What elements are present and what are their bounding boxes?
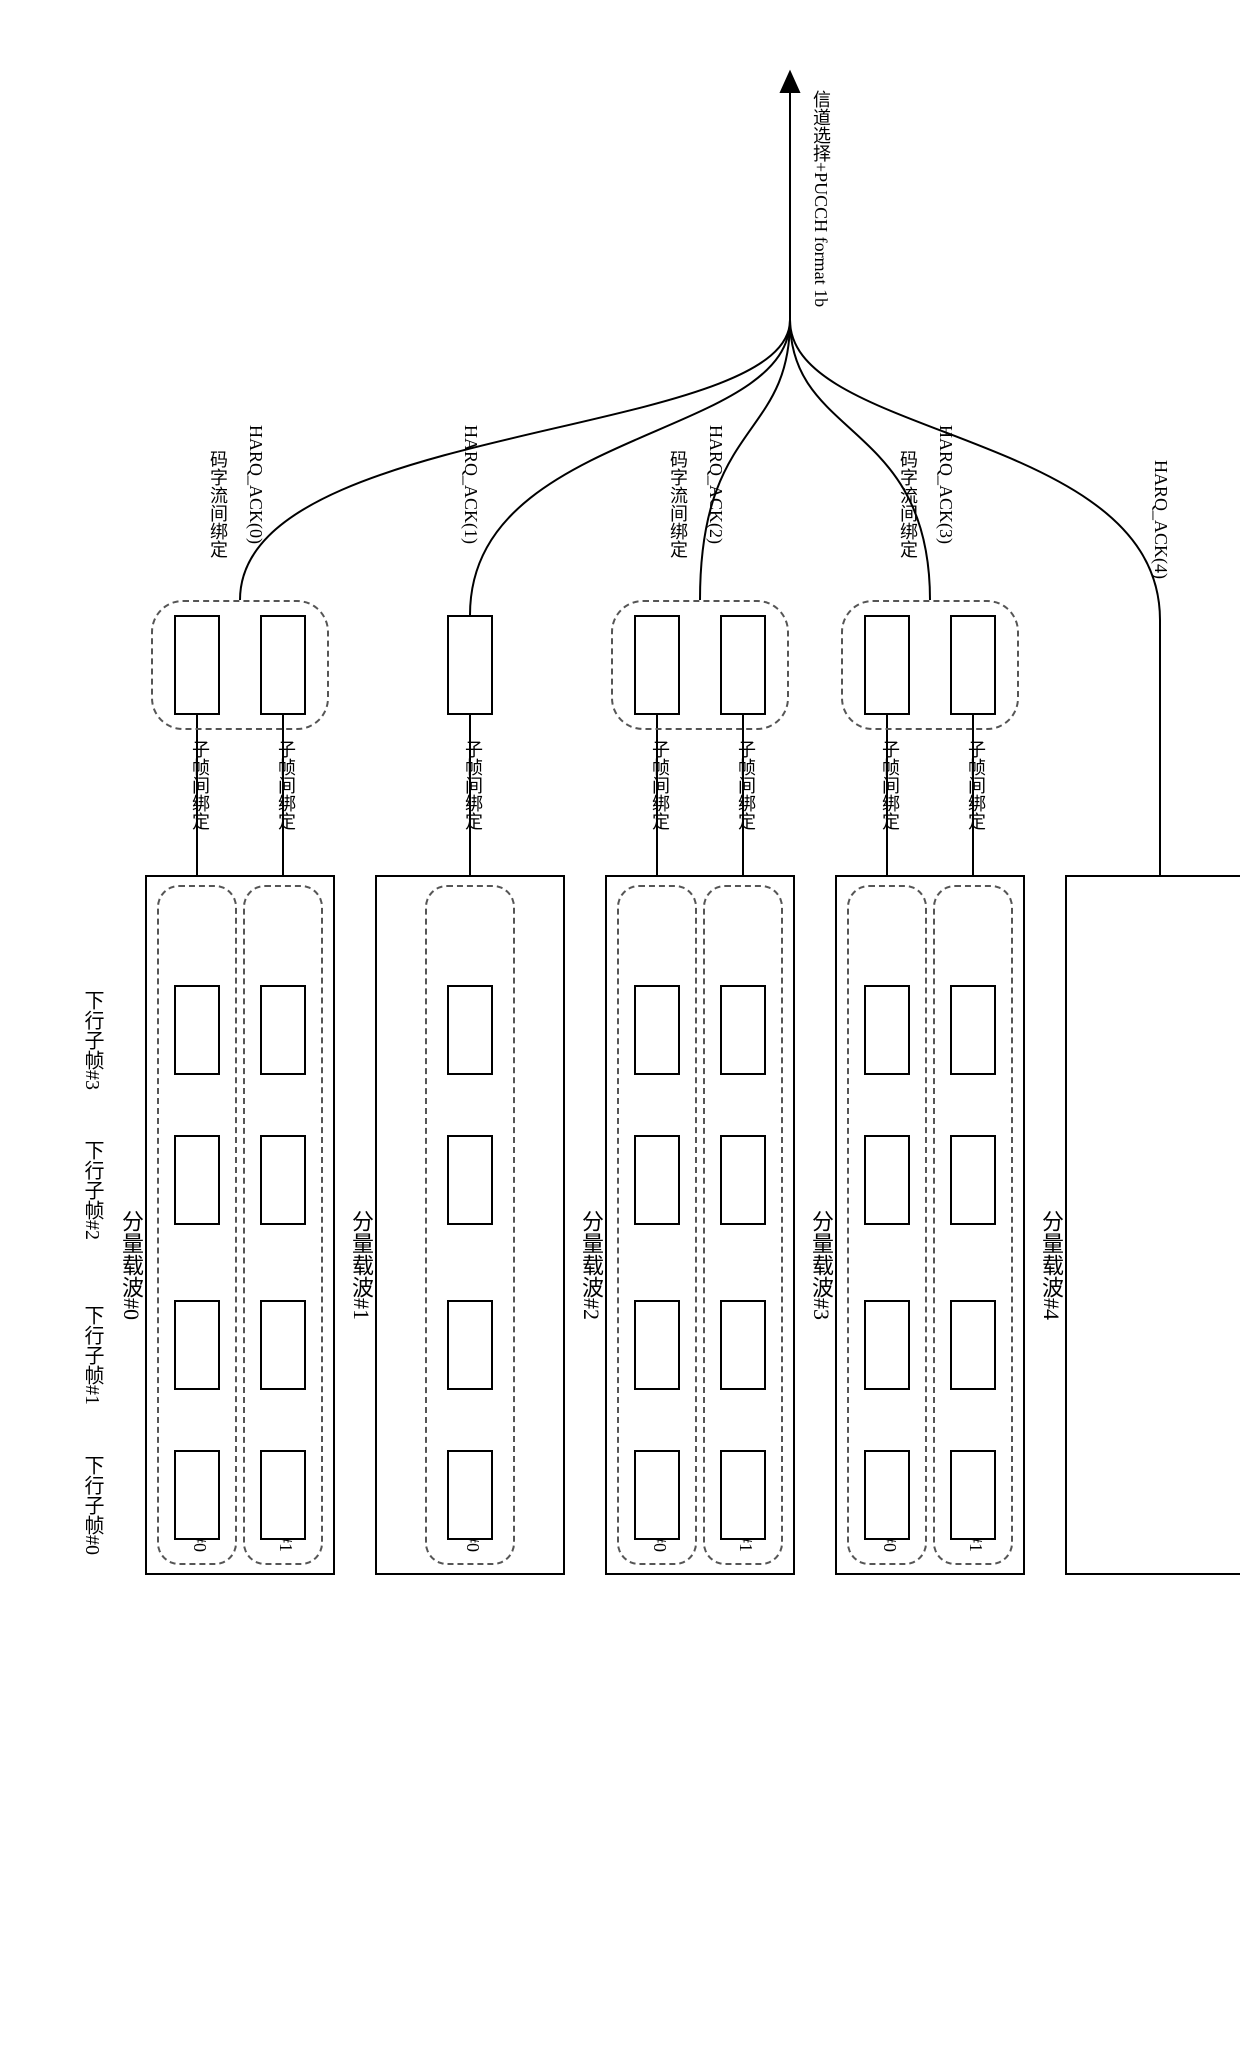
transport-block <box>950 1135 996 1225</box>
harq-ack-label: HARQ_ACK(1) <box>460 425 481 544</box>
transport-block <box>950 1300 996 1390</box>
transport-block <box>174 1450 220 1540</box>
transport-block <box>720 1135 766 1225</box>
transport-block <box>634 1450 680 1540</box>
transport-block <box>720 1300 766 1390</box>
harq-ack-label: HARQ_ACK(3) <box>935 425 956 544</box>
transport-block <box>950 985 996 1075</box>
transport-block <box>864 1135 910 1225</box>
transport-block <box>447 1300 493 1390</box>
transport-block <box>174 1135 220 1225</box>
carrier-label: 分量载波#3 <box>805 1210 837 1320</box>
codeword-bundle-label: 码字流间绑定 <box>895 450 921 558</box>
carrier-label: 分量载波#1 <box>345 1210 377 1320</box>
channel-selection-label: 信道选择+PUCCH format 1b <box>808 90 834 307</box>
transport-block <box>447 1135 493 1225</box>
transport-block <box>864 985 910 1075</box>
bundle-result <box>447 615 493 715</box>
subframe-bundle-label: 子帧间绑定 <box>460 740 486 830</box>
transport-block <box>634 1300 680 1390</box>
transport-block <box>950 1450 996 1540</box>
transport-block <box>447 1450 493 1540</box>
codeword-bundle-label: 码字流间绑定 <box>665 450 691 558</box>
subframe-bundle-label: 子帧间绑定 <box>877 740 903 830</box>
transport-block <box>174 985 220 1075</box>
subframe-bundle-label: 子帧间绑定 <box>733 740 759 830</box>
transport-block <box>720 985 766 1075</box>
carrier-label: 分量载波#0 <box>115 1210 147 1320</box>
transport-block <box>720 1450 766 1540</box>
transport-block <box>447 985 493 1075</box>
codeword-bundle <box>841 600 1019 730</box>
subframe-header: 下行子帧#3 <box>78 990 107 1090</box>
subframe-header: 下行子帧#1 <box>78 1305 107 1405</box>
carrier-label: 分量载波#2 <box>575 1210 607 1320</box>
transport-block <box>634 985 680 1075</box>
carrier-box <box>1065 875 1240 1575</box>
harq-ack-label: HARQ_ACK(4) <box>1150 460 1171 579</box>
transport-block <box>260 985 306 1075</box>
carrier-label: 分量载波#4 <box>1035 1210 1067 1320</box>
codeword-bundle <box>151 600 329 730</box>
subframe-bundle-label: 子帧间绑定 <box>647 740 673 830</box>
transport-block <box>864 1300 910 1390</box>
transport-block <box>864 1450 910 1540</box>
codeword-bundle-label: 码字流间绑定 <box>205 450 231 558</box>
subframe-bundle-label: 子帧间绑定 <box>273 740 299 830</box>
transport-block <box>634 1135 680 1225</box>
transport-block <box>260 1135 306 1225</box>
codeword-bundle <box>611 600 789 730</box>
harq-ack-label: HARQ_ACK(0) <box>245 425 266 544</box>
subframe-header: 下行子帧#0 <box>78 1455 107 1555</box>
harq-ack-label: HARQ_ACK(2) <box>705 425 726 544</box>
subframe-header: 下行子帧#2 <box>78 1140 107 1240</box>
transport-block <box>260 1300 306 1390</box>
subframe-bundle-label: 子帧间绑定 <box>187 740 213 830</box>
transport-block <box>260 1450 306 1540</box>
transport-block <box>174 1300 220 1390</box>
subframe-bundle-label: 子帧间绑定 <box>963 740 989 830</box>
